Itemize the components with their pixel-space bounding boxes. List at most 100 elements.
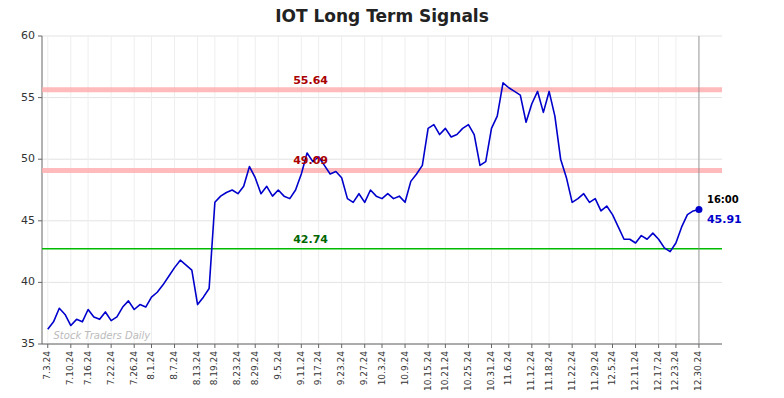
x-tick xyxy=(572,344,573,348)
x-tick-label: 9.27.24 xyxy=(359,351,369,386)
end-label: 16:00 xyxy=(707,194,739,205)
x-tick-label: 11.18.24 xyxy=(544,351,554,391)
x-tick-label: 7.3.24 xyxy=(42,351,52,380)
x-tick-label: 7.16.24 xyxy=(83,351,93,386)
watermark: Stock Traders Daily xyxy=(54,330,152,341)
x-tick-label: 11.12.24 xyxy=(526,351,536,391)
grid-line-x xyxy=(70,36,71,344)
y-tick xyxy=(38,97,42,98)
grid-line-x xyxy=(531,36,532,344)
grid-line-x xyxy=(364,36,365,344)
x-tick xyxy=(174,344,175,348)
grid-line-x xyxy=(88,36,89,344)
x-tick-label: 11.6.24 xyxy=(503,351,513,386)
x-tick-label: 8.29.24 xyxy=(250,351,260,386)
y-tick xyxy=(38,282,42,283)
x-tick xyxy=(364,344,365,348)
title: IOT Long Term Signals xyxy=(275,6,489,26)
grid-line-x xyxy=(428,36,429,344)
x-tick-label: 8.1.24 xyxy=(146,351,156,380)
x-tick-label: 10.21.24 xyxy=(440,351,450,391)
x-tick-label: 10.9.24 xyxy=(400,351,410,386)
x-tick xyxy=(491,344,492,348)
grid-line-x xyxy=(341,36,342,344)
grid-line-x xyxy=(174,36,175,344)
x-tick xyxy=(111,344,112,348)
x-tick-label: 9.5.24 xyxy=(273,351,283,380)
x-tick-label: 10.15.24 xyxy=(423,351,433,391)
x-tick-label: 8.23.24 xyxy=(232,351,242,386)
y-axis-line xyxy=(42,36,43,344)
x-tick xyxy=(658,344,659,348)
grid-line-x xyxy=(675,36,676,344)
y-tick-label: 35 xyxy=(21,337,35,350)
grid-line-x xyxy=(635,36,636,344)
x-tick xyxy=(405,344,406,348)
reference-label: 49.09 xyxy=(293,154,328,167)
end-value: 45.91 xyxy=(707,213,742,226)
x-tick xyxy=(88,344,89,348)
grid-line-x xyxy=(47,36,48,344)
grid-line-x xyxy=(549,36,550,344)
x-tick xyxy=(595,344,596,348)
x-tick xyxy=(549,344,550,348)
chart-svg: 3540455055607.3.247.10.247.16.247.22.247… xyxy=(0,0,784,398)
y-tick xyxy=(38,344,42,345)
x-tick-label: 10.3.24 xyxy=(377,351,387,386)
x-tick-label: 8.19.24 xyxy=(209,351,219,386)
x-tick xyxy=(531,344,532,348)
x-tick xyxy=(468,344,469,348)
grid-line-x xyxy=(134,36,135,344)
grid-line-x xyxy=(237,36,238,344)
grid-line-x xyxy=(214,36,215,344)
x-tick xyxy=(197,344,198,348)
grid xyxy=(42,36,722,344)
x-tick xyxy=(134,344,135,348)
x-tick-label: 12.23.24 xyxy=(670,351,680,391)
x-tick-label: 7.22.24 xyxy=(106,351,116,386)
grid-line-x xyxy=(382,36,383,344)
y-tick xyxy=(38,159,42,160)
y-tick-label: 55 xyxy=(21,91,35,104)
grid-line-x xyxy=(612,36,613,344)
x-tick-label: 11.22.24 xyxy=(567,351,577,391)
reference-line xyxy=(42,87,722,92)
x-tick xyxy=(255,344,256,348)
x-tick-label: 12.30.24 xyxy=(693,351,703,391)
grid-line-x xyxy=(658,36,659,344)
x-tick-label: 9.23.24 xyxy=(336,351,346,386)
x-tick-label: 10.31.24 xyxy=(486,351,496,391)
x-tick-label: 7.10.24 xyxy=(65,351,75,386)
x-tick-label: 9.17.24 xyxy=(313,351,323,386)
y-tick-label: 45 xyxy=(21,214,35,227)
grid-line-x xyxy=(698,36,699,344)
reference-label: 55.64 xyxy=(293,74,328,87)
x-tick-label: 12.11.24 xyxy=(630,351,640,391)
grid-line-x xyxy=(111,36,112,344)
x-tick xyxy=(151,344,152,348)
grid-line-x xyxy=(255,36,256,344)
end-divider xyxy=(698,36,699,344)
x-tick-label: 8.13.24 xyxy=(192,351,202,386)
reference-line xyxy=(42,168,722,173)
end-dot xyxy=(695,206,702,213)
x-tick xyxy=(237,344,238,348)
x-tick xyxy=(70,344,71,348)
price-line xyxy=(48,83,699,329)
y-tick-label: 60 xyxy=(21,29,35,42)
annotations: 55.6449.0942.7416:0045.91Stock Traders D… xyxy=(54,74,742,341)
x-tick xyxy=(318,344,319,348)
y-axis: 354045505560 xyxy=(21,29,42,350)
grid-line-x xyxy=(595,36,596,344)
x-tick xyxy=(698,344,699,348)
x-tick xyxy=(635,344,636,348)
x-tick-label: 9.11.24 xyxy=(296,351,306,386)
grid-line-x xyxy=(508,36,509,344)
grid-line-x xyxy=(572,36,573,344)
x-tick-label: 10.25.24 xyxy=(463,351,473,391)
y-tick xyxy=(38,36,42,37)
x-tick xyxy=(508,344,509,348)
chart-container: 3540455055607.3.247.10.247.16.247.22.247… xyxy=(0,0,784,398)
y-tick-label: 40 xyxy=(21,275,35,288)
x-axis: 7.3.247.10.247.16.247.22.247.26.248.1.24… xyxy=(42,344,722,391)
